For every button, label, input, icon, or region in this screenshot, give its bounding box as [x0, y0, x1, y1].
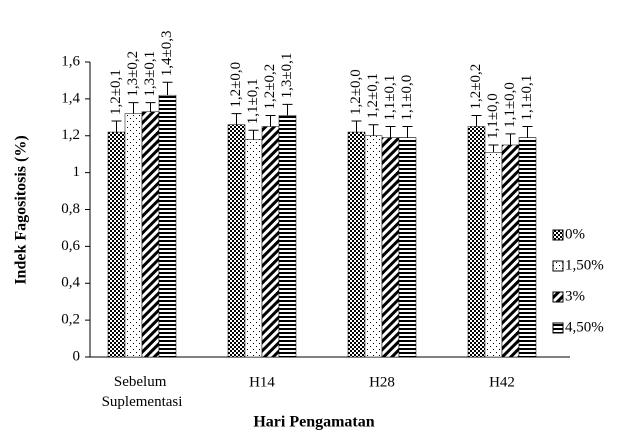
error-bar — [385, 126, 396, 138]
y-tick-label: 1,4 — [61, 90, 80, 106]
legend-label: 3% — [565, 288, 585, 304]
bar — [484, 152, 503, 358]
bar — [347, 131, 366, 358]
data-label: 1,4±0,3 — [159, 31, 175, 77]
legend-swatch — [552, 322, 564, 334]
data-label: 1,1±0,1 — [519, 75, 535, 121]
data-label: 1,1±0,1 — [382, 75, 398, 121]
legend-swatch — [552, 260, 564, 272]
error-bar — [145, 102, 156, 112]
data-label: 1,2±0,2 — [262, 64, 278, 110]
bar — [261, 126, 280, 358]
legend-label: 0% — [565, 226, 585, 242]
legend-label: 4,50% — [565, 319, 604, 335]
data-label: 1,1±0,0 — [485, 93, 501, 139]
y-tick-label: 0 — [73, 348, 81, 364]
y-tick-label: 0,2 — [61, 312, 80, 328]
y-tick-label: 0,4 — [61, 275, 80, 291]
data-label: 1,1±0,0 — [502, 82, 518, 128]
error-bar — [231, 113, 242, 125]
data-label: 1,1±0,0 — [399, 75, 415, 121]
legend-swatch — [552, 229, 564, 241]
bar — [518, 137, 537, 358]
bar — [364, 135, 383, 358]
data-label: 1,2±0,0 — [228, 62, 244, 108]
data-label: 1,2±0,0 — [348, 69, 364, 115]
y-axis-title: Indek Fagositosis (%) — [13, 135, 30, 284]
error-bar — [351, 120, 362, 133]
x-tick-label: H14 — [249, 374, 275, 390]
error-bar — [265, 114, 276, 127]
data-label: 1,2±0,1 — [365, 73, 381, 119]
bar — [467, 126, 486, 358]
error-bar — [488, 144, 499, 153]
bar — [278, 115, 297, 358]
error-bar — [368, 124, 379, 136]
error-bar — [162, 81, 173, 96]
error-bar — [402, 126, 413, 138]
bar — [381, 137, 400, 358]
legend-swatch — [552, 291, 564, 303]
legend-label: 1,50% — [565, 257, 604, 273]
y-tick-label: 0,6 — [61, 238, 80, 254]
error-bar — [505, 133, 516, 145]
bar — [124, 113, 143, 358]
bar — [158, 94, 177, 358]
error-bar — [522, 126, 533, 138]
error-bar — [128, 102, 139, 114]
error-bar — [471, 114, 482, 127]
bar — [398, 137, 417, 358]
bar — [141, 111, 160, 358]
error-bar — [248, 129, 259, 140]
x-tick-label: Sebelum Suplementasi — [102, 374, 183, 410]
data-label: 1,2±0,2 — [468, 64, 484, 110]
error-bar — [111, 120, 122, 133]
y-tick-label: 1,6 — [61, 53, 80, 69]
x-axis-title: Hari Pengamatan — [253, 414, 374, 431]
error-bar — [282, 103, 293, 116]
x-tick-label: H42 — [489, 374, 515, 390]
data-label: 1,3±0,1 — [279, 53, 295, 99]
bar — [501, 144, 520, 358]
bar — [107, 131, 126, 358]
y-tick-label: 1,2 — [61, 127, 80, 143]
y-tick-label: 1 — [73, 164, 81, 180]
data-label: 1,3±0,2 — [125, 51, 141, 97]
bar — [244, 139, 263, 358]
bar — [227, 124, 246, 358]
data-label: 1,3±0,1 — [142, 51, 158, 97]
x-tick-label: H28 — [369, 374, 395, 390]
y-tick-label: 0,8 — [61, 201, 80, 217]
data-label: 1,2±0,1 — [108, 69, 124, 115]
data-label: 1,1±0,1 — [245, 78, 261, 124]
